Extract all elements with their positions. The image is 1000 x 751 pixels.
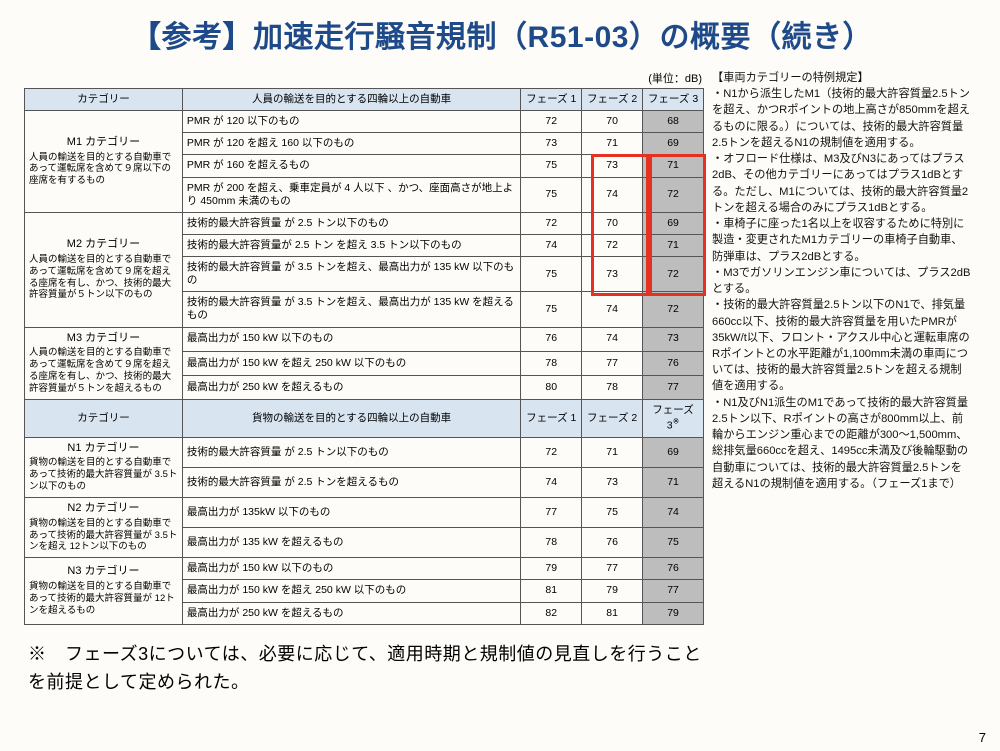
col-category: カテゴリー <box>25 89 183 111</box>
table-row: N1 カテゴリー貨物の輸送を目的とする自動車であって技術的最大許容質量が 3.5… <box>25 437 704 467</box>
unit-label: (単位：dB) <box>24 70 704 86</box>
col-phase1: フェーズ 1 <box>521 89 582 111</box>
cat-n1: N1 カテゴリー貨物の輸送を目的とする自動車であって技術的最大許容質量が 3.5… <box>25 437 183 497</box>
table-row: N3 カテゴリー貨物の輸送を目的とする自動車であって技術的最大許容質量が 12ト… <box>25 558 704 580</box>
cat-n2: N2 カテゴリー貨物の輸送を目的とする自動車であって技術的最大許容質量が 3.5… <box>25 497 183 557</box>
page-title: 【参考】加速走行騒音規制（R51-03）の概要（続き） <box>24 12 980 56</box>
table-header-a: カテゴリー 人員の輸送を目的とする四輪以上の自動車 フェーズ 1 フェーズ 2 … <box>25 89 704 111</box>
footnote: ※ フェーズ3については、必要に応じて、適用時期と規制値の見直しを行うことを前提… <box>24 641 704 697</box>
table-area: (単位：dB) カテゴリー 人員の輸送を目的とする四輪以上の自動車 フェーズ 1… <box>24 70 704 696</box>
cat-m2: M2 カテゴリー人員の輸送を目的とする自動車であって運転席を含めて９席を超える座… <box>25 212 183 327</box>
table-header-b: カテゴリー 貨物の輸送を目的とする四輪以上の自動車 フェーズ 1 フェーズ 2 … <box>25 399 704 437</box>
noise-limit-table: カテゴリー 人員の輸送を目的とする四輪以上の自動車 フェーズ 1 フェーズ 2 … <box>24 88 704 625</box>
col-desc-a: 人員の輸送を目的とする四輪以上の自動車 <box>182 89 520 111</box>
side-item: ・オフロード仕様は、M3及びN3にあってはプラス2dB、その他カテゴリーにあって… <box>712 151 972 216</box>
side-panel: 【車両カテゴリーの特例規定】 ・N1から派生したM1（技術的最大許容質量2.5ト… <box>712 70 972 492</box>
side-item: ・N1から派生したM1（技術的最大許容質量2.5トンを超え、かつRポイントの地上… <box>712 86 972 151</box>
table-row: M1 カテゴリー 人員の輸送を目的とする自動車であって運転席を含めて９席以下の座… <box>25 111 704 133</box>
cat-m1: M1 カテゴリー 人員の輸送を目的とする自動車であって運転席を含めて９席以下の座… <box>25 111 183 213</box>
side-item: ・N1及びN1派生のM1であって技術的最大許容質量2.5トン以下、Rポイントの高… <box>712 395 972 492</box>
table-row: M2 カテゴリー人員の輸送を目的とする自動車であって運転席を含めて９席を超える座… <box>25 212 704 234</box>
cat-n3: N3 カテゴリー貨物の輸送を目的とする自動車であって技術的最大許容質量が 12ト… <box>25 558 183 624</box>
col-phase2: フェーズ 2 <box>582 89 643 111</box>
side-item: ・車椅子に座った1名以上を収容するために特別に製造・変更されたM1カテゴリーの車… <box>712 216 972 265</box>
side-item: ・技術的最大許容質量2.5トン以下のN1で、排気量660cc以下、技術的最大許容… <box>712 297 972 394</box>
cat-m3: M3 カテゴリー人員の輸送を目的とする自動車であって運転席を含めて９席を超える座… <box>25 327 183 399</box>
table-row: N2 カテゴリー貨物の輸送を目的とする自動車であって技術的最大許容質量が 3.5… <box>25 497 704 527</box>
col-phase3: フェーズ 3 <box>643 89 704 111</box>
table-row: M3 カテゴリー人員の輸送を目的とする自動車であって運転席を含めて９席を超える座… <box>25 327 704 351</box>
side-title: 【車両カテゴリーの特例規定】 <box>712 70 972 86</box>
page-number: 7 <box>979 730 986 745</box>
side-item: ・M3でガソリンエンジン車については、プラス2dBとする。 <box>712 265 972 297</box>
